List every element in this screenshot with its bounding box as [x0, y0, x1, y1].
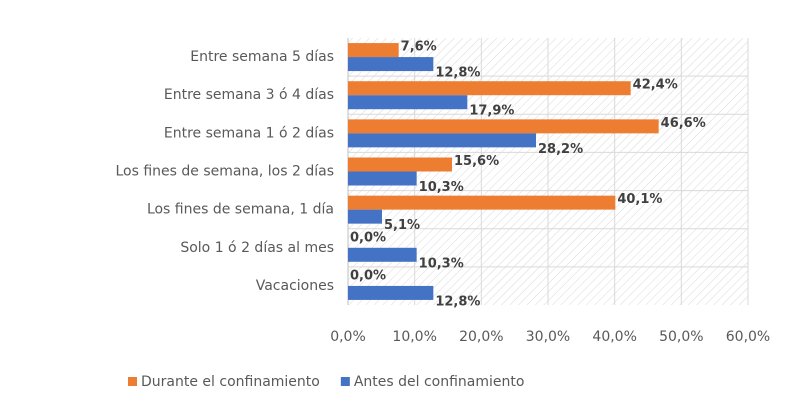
bar: [348, 95, 468, 110]
x-tick-label: 30,0%: [526, 329, 570, 345]
legend-label: Antes del confinamiento: [354, 374, 525, 390]
value-label: 12,8%: [435, 294, 480, 309]
value-label: 10,3%: [419, 256, 464, 271]
bar: [348, 119, 659, 134]
value-label: 7,6%: [401, 40, 437, 55]
bar: [348, 247, 417, 262]
bar: [348, 157, 452, 172]
value-label: 12,8%: [435, 66, 480, 81]
value-label: 15,6%: [454, 154, 499, 169]
bar: [348, 171, 417, 186]
value-label: 46,6%: [661, 116, 706, 131]
bar: [348, 43, 399, 58]
legend-swatch: [340, 377, 350, 386]
y-tick-label: Entre semana 3 ó 4 días: [164, 87, 334, 103]
value-label: 28,2%: [538, 142, 583, 157]
legend-swatch: [128, 377, 137, 386]
value-label: 5,1%: [384, 218, 420, 233]
x-tick-label: 10,0%: [392, 329, 436, 345]
x-tick-label: 60,0%: [726, 329, 770, 345]
x-tick-label: 40,0%: [592, 329, 636, 345]
value-label: 17,9%: [469, 104, 514, 119]
bar: [348, 57, 434, 72]
x-tick-label: 0,0%: [330, 329, 366, 345]
y-tick-label: Los fines de semana, 1 día: [147, 202, 334, 218]
bar: [348, 285, 434, 300]
value-label: 0,0%: [350, 268, 386, 283]
bar: [348, 195, 616, 210]
y-tick-label: Entre semana 5 días: [190, 49, 334, 65]
y-tick-label: Solo 1 ó 2 días al mes: [180, 240, 334, 256]
y-tick-label: Los fines de semana, los 2 días: [115, 164, 334, 180]
bar: [348, 209, 382, 224]
value-label: 10,3%: [419, 180, 464, 195]
x-tick-label: 50,0%: [659, 329, 703, 345]
x-tick-label: 20,0%: [459, 329, 503, 345]
y-tick-label: Vacaciones: [256, 278, 334, 294]
y-tick-label: Entre semana 1 ó 2 días: [164, 125, 334, 141]
value-label: 0,0%: [350, 230, 386, 245]
legend-label: Durante el confinamiento: [141, 374, 320, 390]
bar: [348, 81, 631, 96]
value-label: 40,1%: [617, 192, 662, 207]
bar: [348, 133, 536, 148]
value-label: 42,4%: [633, 78, 678, 93]
